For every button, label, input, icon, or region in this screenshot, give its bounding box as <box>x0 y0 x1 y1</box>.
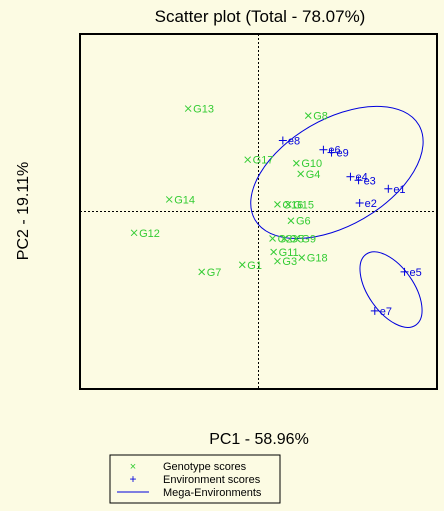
point-label: e1 <box>393 184 405 196</box>
point-label: G12 <box>139 228 160 240</box>
point-label: e9 <box>337 148 349 160</box>
point-label: G1 <box>247 260 262 272</box>
genotype-marker <box>293 159 300 167</box>
point-label: e2 <box>365 198 377 210</box>
point-label: G17 <box>253 155 274 167</box>
point-label: e8 <box>288 136 300 148</box>
genotype-marker <box>130 229 138 237</box>
genotype-point-G3: G3 <box>274 256 297 268</box>
legend-box <box>109 454 281 504</box>
mega-environment-ellipse-1 <box>250 105 424 240</box>
genotype-marker <box>297 170 305 178</box>
genotype-marker <box>270 248 277 256</box>
point-label: G6 <box>296 216 311 228</box>
genotype-marker <box>274 257 281 265</box>
legend-genotype-symbol: × <box>130 461 136 473</box>
genotype-marker <box>165 196 173 203</box>
legend: × Genotype scores + Environment scores M… <box>109 454 281 504</box>
genotype-marker <box>269 235 276 242</box>
point-label: G13 <box>193 104 214 116</box>
point-label: G16 <box>282 199 303 211</box>
genotype-marker <box>274 201 281 208</box>
genotype-point-G15: G15 <box>284 199 314 211</box>
point-label: G8 <box>313 111 328 123</box>
genotype-point-G10: G10 <box>293 158 322 170</box>
legend-genotype-label: Genotype scores <box>163 461 247 473</box>
environment-point-e9: e9 <box>327 148 349 160</box>
reference-lines <box>80 34 437 389</box>
point-label: e3 <box>364 175 376 187</box>
y-axis-label: PC2 - 19.11% <box>15 162 32 260</box>
genotype-point-G12: G12 <box>130 228 160 240</box>
genotype-marker <box>184 105 192 112</box>
environment-point-e1: e1 <box>384 184 406 196</box>
point-label: G4 <box>306 169 321 181</box>
legend-environment-symbol: + <box>129 472 136 486</box>
point-label: e5 <box>410 267 422 279</box>
environment-point-e3: e3 <box>354 175 376 187</box>
x-axis-label: PC1 - 58.96% <box>209 431 309 448</box>
genotype-point-G4: G4 <box>297 169 321 181</box>
genotype-point-G18: G18 <box>298 253 328 265</box>
environment-point-e2: e2 <box>355 198 377 210</box>
genotype-point-G11: G11 <box>270 247 299 259</box>
legend-ellipse-label: Mega-Environments <box>163 487 262 499</box>
environment-point-e7: e7 <box>370 306 392 318</box>
legend-environment-label: Environment scores <box>163 474 261 486</box>
point-label: G7 <box>207 267 222 279</box>
point-label: G9 <box>301 233 316 245</box>
environment-point-e5: e5 <box>400 267 422 279</box>
mega-environment-ellipses <box>250 105 424 328</box>
genotype-marker <box>198 268 206 276</box>
chart-title: Scatter plot (Total - 78.07%) <box>155 7 366 26</box>
genotype-point-G7: G7 <box>198 267 222 279</box>
data-points: G13G8G17G10G4G14G16G15G6G12G2G5G9G11G18G… <box>130 104 422 318</box>
genotype-marker <box>298 254 306 262</box>
genotype-marker <box>244 156 252 164</box>
genotype-marker <box>304 112 312 120</box>
point-label: G11 <box>279 247 299 259</box>
genotype-point-G14: G14 <box>165 194 195 206</box>
point-label: G14 <box>174 194 195 206</box>
genotype-point-G1: G1 <box>238 260 262 272</box>
genotype-point-G17: G17 <box>244 155 274 167</box>
genotype-marker <box>287 217 295 225</box>
genotype-marker <box>284 201 292 208</box>
genotype-point-G16: G16 <box>274 199 303 211</box>
genotype-marker <box>238 261 246 269</box>
point-label: e7 <box>380 306 392 318</box>
genotype-marker <box>293 235 300 242</box>
genotype-point-G8: G8 <box>304 111 328 123</box>
point-label: G18 <box>307 253 328 265</box>
genotype-point-G6: G6 <box>287 216 311 228</box>
mega-environment-ellipse-2 <box>359 251 423 328</box>
genotype-point-G9: G9 <box>293 233 316 245</box>
point-label: G10 <box>301 158 322 170</box>
environment-point-e8: e8 <box>278 136 300 148</box>
point-label: G3 <box>282 256 297 268</box>
genotype-marker <box>281 235 288 242</box>
point-label: G15 <box>293 199 314 211</box>
genotype-point-G13: G13 <box>184 104 214 116</box>
